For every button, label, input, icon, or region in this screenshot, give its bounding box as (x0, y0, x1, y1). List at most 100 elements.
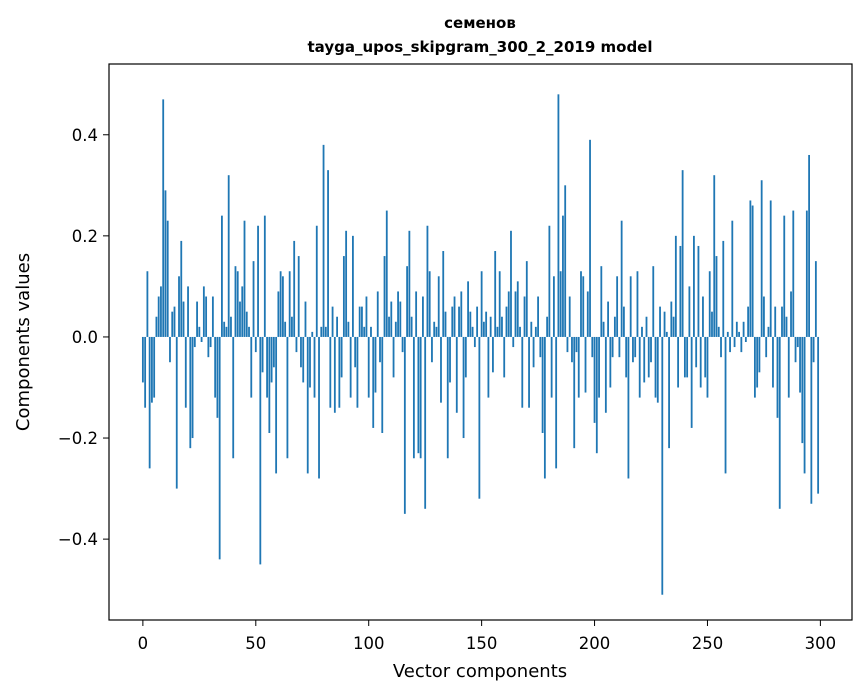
bar (778, 336, 781, 509)
bar (796, 336, 799, 348)
bar (419, 336, 422, 459)
bar (406, 266, 409, 337)
bar (611, 336, 614, 358)
bar (313, 336, 316, 398)
bar (652, 266, 655, 337)
bar (329, 336, 332, 408)
bar (525, 261, 528, 337)
bar (410, 316, 413, 337)
bar (180, 240, 183, 337)
bar (153, 336, 156, 398)
bar (376, 291, 379, 337)
plot-frame (108, 63, 853, 621)
bar (370, 326, 372, 337)
bar (440, 336, 442, 403)
bar (196, 301, 198, 337)
bar (697, 245, 700, 337)
x-axis-label: Vector components (393, 661, 567, 682)
bar (726, 331, 729, 337)
bar (505, 306, 508, 337)
bar (259, 336, 262, 565)
bar (616, 276, 619, 337)
bar (803, 336, 806, 474)
bar (564, 185, 567, 337)
bar (663, 311, 666, 337)
bar (641, 326, 643, 337)
bar (702, 296, 704, 337)
bar (295, 336, 298, 353)
bar (744, 336, 747, 342)
bar (422, 296, 424, 337)
bar (250, 336, 253, 398)
bar (169, 336, 171, 363)
y-tick-label: 0.2 (72, 227, 98, 246)
bar (548, 225, 551, 337)
bar (586, 291, 589, 337)
bar (304, 301, 307, 337)
bar (582, 276, 585, 337)
bar (458, 306, 460, 337)
bar (595, 336, 598, 454)
bar (476, 306, 479, 337)
bar (347, 321, 350, 337)
bar (731, 220, 734, 337)
bar (559, 271, 562, 337)
bar (254, 336, 257, 353)
bar (713, 175, 716, 337)
bar (494, 251, 497, 337)
bar (446, 336, 449, 459)
bar (252, 261, 255, 337)
bar (286, 336, 289, 459)
bar (600, 266, 603, 337)
bar (792, 210, 795, 337)
bar (358, 306, 361, 337)
y-tick-label: 0.0 (72, 328, 98, 347)
bar (693, 235, 695, 337)
bar (681, 170, 684, 337)
bar (568, 296, 571, 337)
bar (178, 276, 180, 337)
bar (512, 336, 515, 348)
bar-series (141, 94, 820, 595)
bar (363, 326, 366, 337)
bar (609, 336, 612, 388)
bar (679, 245, 682, 337)
bar (584, 336, 587, 393)
bar (361, 306, 363, 337)
bar (243, 220, 246, 337)
bar (668, 336, 670, 449)
bar (645, 316, 648, 337)
bar (760, 180, 763, 337)
bar (401, 336, 404, 353)
bar (464, 336, 467, 378)
bar (433, 321, 436, 337)
bar (435, 326, 438, 337)
bar (187, 286, 189, 337)
bar (281, 276, 284, 337)
bar (227, 175, 230, 337)
bar (453, 296, 456, 337)
bar (785, 316, 788, 337)
bar (309, 336, 311, 388)
y-tick-label: −0.4 (58, 530, 98, 549)
bar (799, 336, 801, 393)
bar (562, 215, 564, 337)
bar (372, 336, 375, 428)
bar (155, 316, 158, 337)
bar (173, 306, 176, 337)
bar (623, 306, 625, 337)
bar (724, 336, 727, 474)
bar (758, 336, 761, 373)
bar (552, 276, 555, 337)
bar (392, 336, 395, 378)
bar (345, 230, 348, 337)
x-axis-ticks: 0 50 100 150 200 250 300 (138, 620, 836, 653)
bar (715, 256, 718, 337)
bar (781, 306, 783, 337)
bar (207, 336, 210, 358)
bar (200, 336, 203, 342)
bar (431, 336, 433, 363)
bar (735, 321, 738, 337)
bar (501, 316, 503, 337)
bar (514, 291, 517, 337)
